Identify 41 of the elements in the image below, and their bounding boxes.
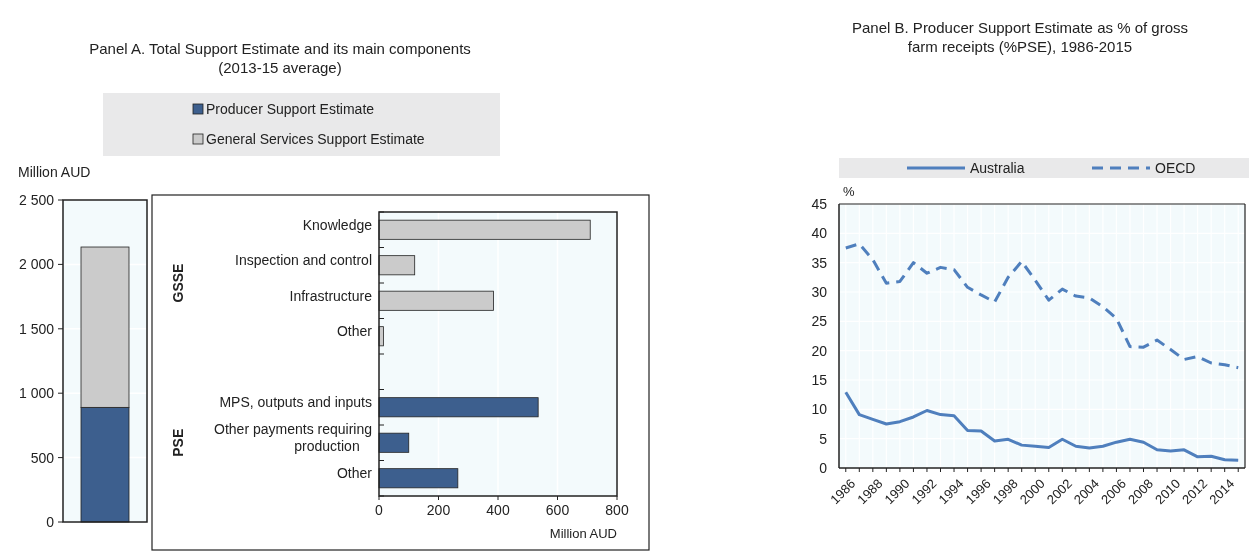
- y-tick-label: 20: [811, 342, 828, 359]
- x-tick-label: 400: [486, 502, 510, 518]
- text: GSSE: [170, 263, 186, 303]
- y-tick-label: 15: [811, 371, 828, 388]
- text: Panel A. Total Support Estimate and its main components (2013-15 average): [89, 40, 471, 76]
- y-tick-label: 0: [46, 513, 55, 530]
- y-tick-label: 5: [819, 430, 828, 447]
- y-tick-label: 10: [811, 401, 828, 418]
- y-tick-label: Other payments requiring production: [214, 421, 372, 455]
- y-tick-label: MPS, outputs and inputs: [219, 394, 372, 411]
- y-tick-label: Infrastructure: [289, 287, 373, 304]
- legend-label: Producer Support Estimate: [206, 101, 375, 117]
- y-tick-label: 2 000: [18, 256, 55, 273]
- y-axis-title: %: [843, 184, 855, 199]
- x-tick-label: 600: [545, 502, 570, 518]
- y-tick-label: 45: [811, 195, 828, 212]
- text: PSE: [170, 428, 186, 457]
- y-tick-label: 25: [811, 313, 828, 330]
- y-tick-label: Other: [336, 323, 373, 340]
- chart-title: Panel B. Producer Support Estimate as % of gross farm receipts (%PSE), 1986-2015: [852, 19, 1188, 55]
- y-tick-label: Knowledge: [302, 216, 373, 233]
- y-tick-label: 0: [819, 459, 828, 476]
- y-tick-label: 1 500: [18, 320, 55, 337]
- y-tick-label: Inspection and control: [235, 252, 372, 269]
- legend-label: General Services Support Estimate: [206, 131, 425, 147]
- legend-label: OECD: [1155, 160, 1196, 176]
- y-tick-label: Other: [336, 465, 373, 482]
- x-tick-label: 800: [605, 502, 629, 518]
- y-tick-label: 500: [30, 449, 55, 466]
- line-series: [844, 390, 1240, 462]
- y-tick-label: 35: [811, 254, 828, 271]
- y-tick-label: 30: [811, 283, 828, 300]
- y-tick-label: 2 500: [18, 191, 55, 208]
- y-axis-title: Million AUD: [18, 164, 91, 180]
- x-tick-label: 0: [375, 502, 384, 518]
- y-tick-label: 1 000: [18, 385, 55, 402]
- line-series: [844, 242, 1240, 370]
- x-axis-title: Million AUD: [549, 526, 617, 541]
- legend-label: Australia: [970, 160, 1025, 176]
- y-tick-label: 40: [811, 225, 828, 242]
- x-tick-label: 200: [426, 502, 451, 518]
